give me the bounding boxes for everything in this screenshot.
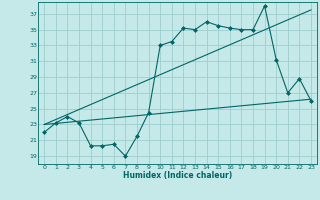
X-axis label: Humidex (Indice chaleur): Humidex (Indice chaleur): [123, 171, 232, 180]
